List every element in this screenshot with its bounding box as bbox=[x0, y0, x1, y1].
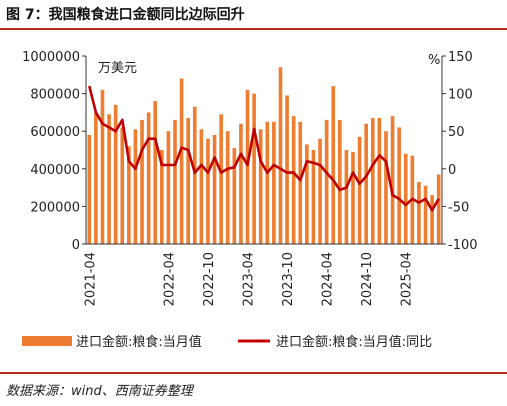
x-axis-tick-label: 2024-04 bbox=[321, 252, 336, 306]
right-axis-tick-label: -50 bbox=[448, 200, 469, 215]
import-value-bar bbox=[285, 95, 289, 244]
import-value-bar bbox=[120, 127, 125, 244]
import-value-bar bbox=[423, 185, 428, 244]
import-value-bar bbox=[199, 129, 204, 244]
left-axis-tick-label: 600000 bbox=[30, 125, 80, 140]
import-value-bar bbox=[113, 104, 118, 244]
x-axis-tick-label: 2023-04 bbox=[242, 252, 257, 306]
import-value-bar bbox=[403, 153, 408, 244]
import-value-bar bbox=[146, 112, 151, 245]
import-value-bar bbox=[179, 78, 184, 244]
chart-canvas: 0 200000 400000 600000 800000 1000000 -100 -50 0… bbox=[22, 50, 478, 350]
import-value-bar bbox=[166, 131, 171, 244]
import-value-bar bbox=[225, 131, 230, 244]
legend-line-label: 进口金额:粮食:当月值:同比 bbox=[276, 334, 432, 350]
import-value-bar bbox=[127, 146, 131, 244]
top-rule bbox=[0, 28, 507, 30]
import-value-bar bbox=[192, 106, 197, 244]
right-axis-tick-label: 100 bbox=[448, 88, 473, 103]
import-value-bar bbox=[186, 118, 190, 244]
legend-bar-swatch bbox=[22, 336, 72, 346]
x-axis-tick-label: 2024-10 bbox=[360, 252, 375, 306]
import-value-bar bbox=[239, 123, 243, 244]
chart-title: 图 7：我国粮食进口金额同比边际回升 bbox=[6, 7, 245, 23]
left-axis-tick-label: 1000000 bbox=[22, 50, 80, 65]
import-value-bar bbox=[153, 101, 158, 245]
right-axis-tick-label: 150 bbox=[448, 50, 473, 65]
import-value-bar bbox=[160, 150, 164, 244]
left-axis-unit: 万美元 bbox=[98, 61, 137, 76]
import-value-bar bbox=[206, 138, 210, 244]
import-value-bar bbox=[390, 116, 395, 244]
right-axis-tick-label: -100 bbox=[448, 238, 478, 253]
import-value-bar bbox=[344, 150, 349, 244]
import-value-bar bbox=[278, 67, 283, 244]
import-value-bar bbox=[430, 195, 434, 244]
import-value-bar bbox=[305, 144, 309, 244]
left-axis-tick-label: 400000 bbox=[30, 163, 80, 178]
x-axis-tick-label: 2022-04 bbox=[162, 252, 177, 306]
source-note: 数据来源：wind、西南证券整理 bbox=[6, 384, 193, 399]
x-axis-tick-label: 2025-04 bbox=[400, 252, 415, 306]
import-value-bar bbox=[436, 174, 441, 244]
import-value-bar bbox=[265, 121, 270, 244]
yoy-series-line bbox=[88, 85, 440, 212]
x-axis-tick-label: 2023-10 bbox=[281, 252, 296, 306]
import-value-bar bbox=[370, 118, 375, 244]
right-axis-tick-label: 0 bbox=[448, 163, 456, 178]
left-axis-tick-label: 200000 bbox=[30, 200, 80, 215]
import-value-bar bbox=[258, 129, 263, 244]
import-value-bar bbox=[298, 121, 303, 244]
import-value-bar bbox=[140, 119, 144, 244]
import-value-bar bbox=[245, 89, 250, 244]
right-axis-unit: % bbox=[428, 53, 440, 68]
import-value-bar bbox=[364, 123, 368, 244]
import-value-bar bbox=[232, 148, 237, 244]
import-value-bar bbox=[291, 116, 296, 244]
x-axis-tick-label: 2022-10 bbox=[202, 252, 217, 306]
import-value-bar bbox=[311, 150, 316, 244]
import-value-bar bbox=[87, 134, 92, 244]
right-axis-tick-label: 50 bbox=[448, 125, 465, 140]
import-value-bar bbox=[318, 138, 322, 244]
import-value-bar bbox=[272, 121, 276, 244]
bottom-rule bbox=[0, 372, 507, 374]
legend-bar-label: 进口金额:粮食:当月值 bbox=[76, 334, 202, 350]
left-axis-tick-label: 0 bbox=[72, 238, 80, 253]
import-value-bar bbox=[417, 181, 421, 244]
import-value-bar bbox=[219, 114, 223, 244]
import-value-bar bbox=[94, 112, 98, 245]
import-value-bar bbox=[133, 129, 138, 244]
import-value-bar bbox=[357, 136, 362, 244]
legend: 进口金额:粮食:当月值 进口金额:粮食:当月值:同比 bbox=[22, 334, 432, 350]
import-value-bar bbox=[351, 151, 355, 244]
import-value-bar bbox=[173, 119, 177, 244]
import-value-bar bbox=[252, 93, 256, 244]
import-value-bar bbox=[100, 89, 105, 244]
import-value-bar bbox=[107, 114, 111, 244]
import-value-bar bbox=[324, 119, 329, 244]
left-axis-tick-label: 800000 bbox=[30, 88, 80, 103]
import-value-bar bbox=[338, 119, 342, 244]
import-value-bar bbox=[384, 131, 388, 244]
import-value-bar bbox=[377, 118, 382, 244]
import-value-bar bbox=[212, 134, 217, 244]
x-axis-tick-label: 2021-04 bbox=[83, 252, 98, 306]
import-value-bar bbox=[397, 127, 401, 244]
import-value-bar bbox=[331, 86, 336, 244]
